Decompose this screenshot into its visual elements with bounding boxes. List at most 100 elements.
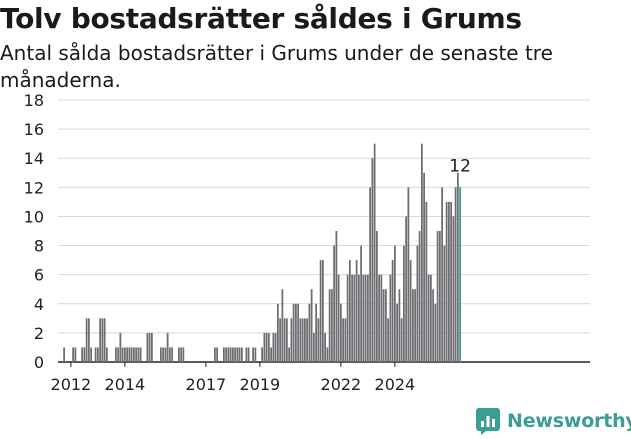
bar [340,303,342,362]
bar [247,347,250,362]
bar [160,347,162,362]
bar [99,318,102,362]
bar [151,332,153,362]
bar [457,172,459,362]
annotations: 12 [449,156,471,176]
bar [403,245,405,362]
y-tick-label: 12 [24,178,44,197]
bar [405,216,408,362]
x-tick-label: 2014 [105,375,146,394]
bar [304,318,306,362]
bar [148,332,151,362]
bar [328,289,331,362]
bar [232,347,234,362]
bar [396,303,399,362]
latest-value-label: 12 [449,156,471,176]
bar [317,318,320,362]
bar [238,347,241,362]
gridlines [58,99,590,363]
bar [268,332,270,362]
bar [164,347,167,362]
bar [270,347,273,362]
bar [162,347,165,362]
bar [313,332,315,362]
bar [376,231,378,362]
bar [133,347,135,362]
bar [315,303,318,362]
bar [85,318,88,362]
y-tick-label: 2 [34,324,44,343]
bar [277,303,279,362]
bar [385,289,387,362]
bar [272,332,275,362]
bar [398,289,401,362]
bar [310,289,313,362]
bar [394,245,396,362]
bar [241,347,243,362]
bar [439,231,441,362]
bar [128,347,131,362]
bar [130,347,133,362]
newsworthy-logo: Newsworthy [476,406,631,436]
bar [288,347,291,362]
bar [434,303,437,362]
bar [295,303,297,362]
bar [229,347,232,362]
bar [263,332,266,362]
bar [137,347,140,362]
bar [106,347,108,362]
bar [146,332,149,362]
bar [454,187,457,362]
bar [353,274,356,362]
bar [331,289,333,362]
bar [139,347,142,362]
bar [279,318,282,362]
bar [333,245,336,362]
bar-series [63,143,462,362]
chart-title: Tolv bostadsrätter såldes i Grums [0,2,522,35]
bar [166,332,169,362]
bar-latest [459,187,462,362]
bar [227,347,230,362]
bar [169,347,171,362]
bar [427,274,430,362]
bar [290,318,293,362]
chart-subtitle: Antal sålda bostadsrätter i Grums under … [0,41,553,92]
bar [245,347,248,362]
bar [171,347,174,362]
bar [306,318,309,362]
x-axis-tick-labels: 2012 2014 2017 2019 2022 2024 [51,362,416,394]
bar [103,318,106,362]
bar [225,347,228,362]
x-tick-label: 2012 [51,375,92,394]
bar [274,332,277,362]
bar [432,289,435,362]
bar [121,347,124,362]
bar [119,332,122,362]
bar [301,318,304,362]
bar [182,347,185,362]
bar [362,274,365,362]
bar [389,274,392,362]
bar [443,245,446,362]
bar [97,347,99,362]
bar [223,347,225,362]
bar [74,347,77,362]
bar [445,201,448,362]
bar [425,201,428,362]
bar [414,289,417,362]
bar [83,347,86,362]
bar [346,274,349,362]
bar [391,260,394,362]
bar [407,187,410,362]
bar [358,274,360,362]
bar [360,245,363,362]
y-axis-tick-labels: 0 2 4 6 8 10 12 14 16 18 [24,91,44,372]
bar [448,201,450,362]
bar [180,347,183,362]
bar [380,274,383,362]
x-tick-label: 2024 [375,375,416,394]
bar [378,274,381,362]
bar [101,318,104,362]
x-tick-label: 2022 [321,375,362,394]
